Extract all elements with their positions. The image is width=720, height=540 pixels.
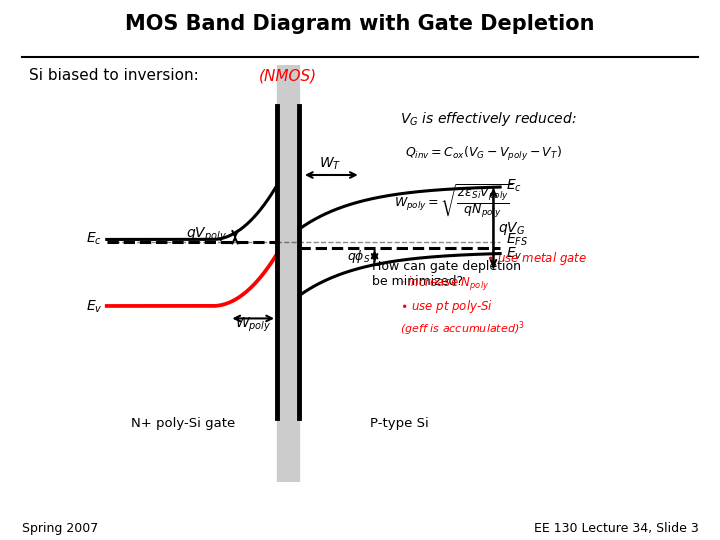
Text: $\cdot$ increase $N_{poly}$: $\cdot$ increase $N_{poly}$ — [400, 275, 489, 293]
Text: N+ poly-Si gate: N+ poly-Si gate — [131, 416, 235, 429]
Text: Si biased to inversion:: Si biased to inversion: — [29, 68, 199, 83]
Text: $E_c$: $E_c$ — [505, 177, 522, 193]
Text: EE 130 Lecture 34, Slide 3: EE 130 Lecture 34, Slide 3 — [534, 522, 698, 535]
Text: (NMOS): (NMOS) — [259, 69, 318, 84]
Text: $\bullet$ use metal gate: $\bullet$ use metal gate — [486, 251, 588, 267]
Text: $qV_G$: $qV_G$ — [498, 219, 526, 237]
Text: $E_v$: $E_v$ — [86, 299, 102, 315]
Text: $Q_{inv} = C_{ox}(V_G - V_{poly} - V_T)$: $Q_{inv} = C_{ox}(V_G - V_{poly} - V_T)$ — [405, 145, 562, 163]
Text: Spring 2007: Spring 2007 — [22, 522, 98, 535]
Text: $qV_{poly}$: $qV_{poly}$ — [186, 226, 227, 244]
Text: How can gate depletion
be minimized?: How can gate depletion be minimized? — [372, 260, 521, 288]
Text: $W_{poly} = \sqrt{\dfrac{2\varepsilon_{Si}V_{poly}}{qN_{poly}}}$: $W_{poly} = \sqrt{\dfrac{2\varepsilon_{S… — [394, 183, 513, 221]
Text: $W_T$: $W_T$ — [319, 156, 341, 172]
Text: $V_G$ is effectively reduced:: $V_G$ is effectively reduced: — [400, 110, 577, 128]
Text: P-type Si: P-type Si — [370, 416, 429, 429]
Text: $q\phi_S$: $q\phi_S$ — [346, 248, 370, 265]
Text: $\bullet$ use pt poly-Si: $\bullet$ use pt poly-Si — [400, 298, 493, 315]
Text: $E_c$: $E_c$ — [86, 231, 102, 247]
Text: (geff is accumulated)$^3$: (geff is accumulated)$^3$ — [400, 320, 525, 339]
Text: $W_{poly}$: $W_{poly}$ — [235, 316, 271, 334]
Text: $E_v$: $E_v$ — [505, 246, 523, 262]
Text: MOS Band Diagram with Gate Depletion: MOS Band Diagram with Gate Depletion — [125, 14, 595, 33]
Text: $E_{FS}$: $E_{FS}$ — [505, 232, 528, 248]
